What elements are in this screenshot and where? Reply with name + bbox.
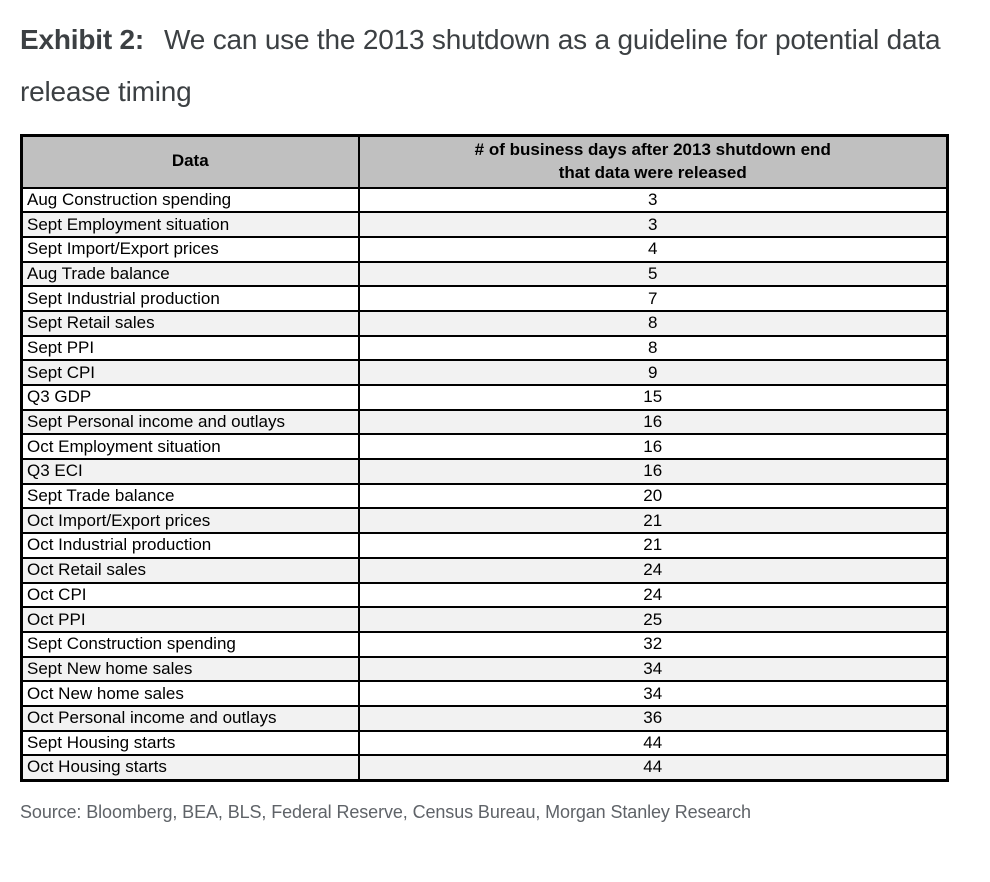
data-label-cell: Oct Import/Export prices [20,507,360,535]
data-label-cell: Oct Industrial production [20,532,360,559]
exhibit-label: Exhibit 2: [20,24,145,55]
table-row: Sept Trade balance 20 [20,482,949,510]
table-row: Oct New home sales 34 [20,680,949,707]
days-value-cell: 8 [357,334,949,362]
table-row: Sept PPI 8 [20,334,949,362]
days-value-cell: 20 [357,482,949,510]
days-value-cell: 21 [357,532,949,559]
data-release-table: Data # of business days after 2013 shutd… [20,134,949,782]
exhibit-title: Exhibit 2: We can use the 2013 shutdown a… [20,14,950,118]
days-value-cell: 21 [357,507,949,535]
column-header-data: Data [20,134,360,189]
days-value-cell: 16 [357,408,949,436]
days-value-cell: 4 [357,235,949,263]
data-label-cell: Oct CPI [20,581,360,609]
table-row: Oct Housing starts 44 [20,754,949,781]
days-value-cell: 44 [357,729,949,757]
days-value-cell: 5 [357,260,949,288]
data-label-cell: Sept Personal income and outlays [20,408,360,436]
days-value-cell: 3 [357,186,949,214]
data-label-cell: Oct PPI [20,606,360,633]
days-value-cell: 24 [357,581,949,609]
days-value-cell: 36 [357,704,949,732]
data-label-cell: Sept PPI [20,334,360,362]
days-value-cell: 3 [357,211,949,238]
column-header-business-days: # of business days after 2013 shutdown e… [357,134,949,189]
table-row: Sept Construction spending 32 [20,630,949,658]
days-value-cell: 8 [357,309,949,337]
days-value-cell: 7 [357,285,949,312]
table-row: Sept CPI 9 [20,359,949,386]
days-value-cell: 44 [357,754,949,781]
table-row: Sept Personal income and outlays 16 [20,408,949,436]
table-row: Sept Industrial production 7 [20,285,949,312]
table-row: Sept Retail sales 8 [20,309,949,337]
table-row: Oct Personal income and outlays 36 [20,704,949,732]
table-row: Oct Industrial production 21 [20,532,949,559]
data-label-cell: Oct Retail sales [20,556,360,584]
data-label-cell: Sept Housing starts [20,729,360,757]
table-row: Q3 GDP 15 [20,384,949,411]
data-label-cell: Sept Construction spending [20,630,360,658]
data-label-cell: Sept New home sales [20,655,360,683]
table-body: Aug Construction spending 3 Sept Employmen… [20,186,949,781]
exhibit-headline: We can use the 2013 shutdown as a guidel… [20,24,941,107]
data-label-cell: Sept Industrial production [20,285,360,312]
table-row: Oct PPI 25 [20,606,949,633]
table-row: Sept Employment situation 3 [20,211,949,238]
source-attribution: Source: Bloomberg, BEA, BLS, Federal Res… [20,801,751,822]
days-value-cell: 24 [357,556,949,584]
table-row: Sept New home sales 34 [20,655,949,683]
table-row: Sept Import/Export prices 4 [20,235,949,263]
data-label-cell: Oct Housing starts [20,754,360,781]
data-label-cell: Sept Import/Export prices [20,235,360,263]
data-label-cell: Q3 GDP [20,384,360,411]
table-row: Q3 ECI 16 [20,458,949,485]
days-value-cell: 9 [357,359,949,386]
table-header-row: Data # of business days after 2013 shutd… [20,134,949,189]
data-label-cell: Oct New home sales [20,680,360,707]
data-label-cell: Sept Trade balance [20,482,360,510]
data-label-cell: Aug Trade balance [20,260,360,288]
data-label-cell: Q3 ECI [20,458,360,485]
days-value-cell: 32 [357,630,949,658]
data-label-cell: Sept Retail sales [20,309,360,337]
table-row: Oct Employment situation 16 [20,433,949,461]
days-value-cell: 34 [357,655,949,683]
table-row: Oct CPI 24 [20,581,949,609]
table-row: Oct Import/Export prices 21 [20,507,949,535]
data-label-cell: Oct Employment situation [20,433,360,461]
days-value-cell: 25 [357,606,949,633]
days-value-cell: 34 [357,680,949,707]
table-row: Aug Trade balance 5 [20,260,949,288]
days-value-cell: 15 [357,384,949,411]
days-value-cell: 16 [357,433,949,461]
table-header: Data # of business days after 2013 shutd… [20,134,949,189]
data-label-cell: Oct Personal income and outlays [20,704,360,732]
table-row: Oct Retail sales 24 [20,556,949,584]
table-row: Aug Construction spending 3 [20,186,949,214]
data-label-cell: Sept CPI [20,359,360,386]
data-label-cell: Aug Construction spending [20,186,360,214]
table-row: Sept Housing starts 44 [20,729,949,757]
data-label-cell: Sept Employment situation [20,211,360,238]
days-value-cell: 16 [357,458,949,485]
